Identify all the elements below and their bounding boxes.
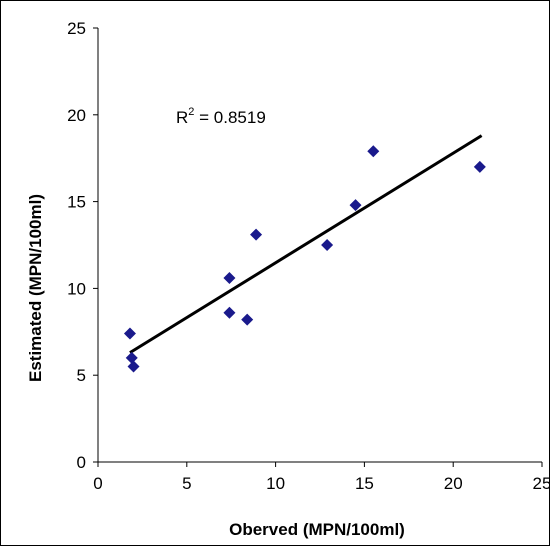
trendline xyxy=(129,134,483,354)
data-point xyxy=(125,351,138,364)
data-point xyxy=(223,271,236,284)
trendline-group xyxy=(129,134,483,354)
data-point xyxy=(241,313,254,326)
data-point xyxy=(127,360,140,373)
data-point xyxy=(223,306,236,319)
y-tick-label: 5 xyxy=(77,366,86,385)
x-tick-label: 10 xyxy=(266,474,285,493)
data-point xyxy=(473,160,486,173)
r-squared-value: = 0.8519 xyxy=(194,108,265,127)
tick-labels: 0 5 10 15 20 25 0 5 10 15 20 25 xyxy=(67,19,550,493)
y-tick-label: 10 xyxy=(67,279,86,298)
data-point xyxy=(349,199,362,212)
y-tick-label: 0 xyxy=(77,453,86,472)
x-tick-label: 25 xyxy=(533,474,550,493)
x-axis-label: Oberved (MPN/100ml) xyxy=(229,520,405,539)
y-tick-label: 15 xyxy=(67,193,86,212)
data-point xyxy=(321,239,334,251)
x-tick-label: 0 xyxy=(93,474,102,493)
r-squared-superscript: 2 xyxy=(188,106,194,118)
y-tick-label: 20 xyxy=(67,106,86,125)
x-tick-label: 15 xyxy=(355,474,374,493)
r-squared-base: R xyxy=(176,108,188,127)
data-point xyxy=(367,145,380,158)
data-point xyxy=(123,327,136,340)
data-point xyxy=(250,228,263,241)
y-axis-label: Estimated (MPN/100ml) xyxy=(26,194,45,382)
y-tick-label: 25 xyxy=(67,19,86,38)
x-tick-label: 20 xyxy=(444,474,463,493)
x-tick-label: 5 xyxy=(182,474,191,493)
r-squared-annotation: R2 = 0.8519 xyxy=(176,106,266,127)
axes xyxy=(93,27,543,467)
data-points xyxy=(123,145,486,373)
